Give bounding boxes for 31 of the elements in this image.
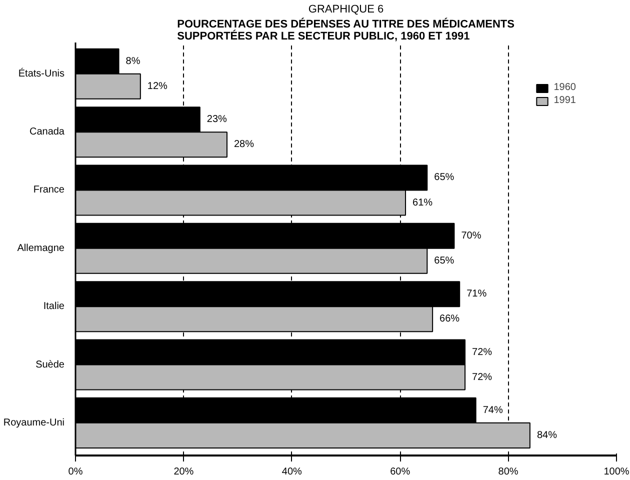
y-tick-label: États-Unis	[18, 67, 64, 80]
data-label: 61%	[412, 197, 433, 208]
data-label: 71%	[466, 288, 487, 300]
y-tick-label: Allemagne	[17, 242, 65, 254]
data-label: 84%	[536, 430, 558, 441]
data-label: 23%	[206, 114, 228, 126]
chart-title: GRAPHIQUE 6	[308, 4, 384, 16]
y-tick-label: Italie	[43, 301, 65, 312]
data-label: 65%	[434, 255, 454, 266]
data-label: 72%	[472, 372, 492, 383]
x-tick-label: 100%	[604, 466, 630, 478]
chart-subtitle: POURCENTAGE DES DÉPENSES AU TITRE DES MÉDICAMENTS SUPPORTÉES PAR LE SECTEUR PUBLIC, 1960 ET 1991	[177, 18, 514, 42]
y-tick-label: Canada	[29, 126, 65, 138]
data-label: 12%	[147, 80, 168, 92]
y-tick-label: France	[33, 184, 65, 196]
y-tick-label: Royaume-Uni	[3, 417, 65, 428]
x-tick-label: 80%	[498, 466, 518, 478]
x-tick-label: 60%	[390, 466, 410, 478]
data-label: 72%	[472, 346, 492, 358]
data-label: 70%	[461, 230, 482, 242]
legend-label: 1960	[554, 82, 576, 93]
data-label: 28%	[234, 139, 254, 150]
x-tick-label: 0%	[68, 466, 83, 478]
data-label: 8%	[126, 56, 140, 67]
y-tick-label: Suède	[36, 359, 65, 370]
x-tick-label: 20%	[174, 466, 194, 478]
legend-label: 1991	[554, 95, 576, 106]
data-label: 66%	[440, 314, 460, 325]
x-tick-label: 40%	[282, 466, 302, 478]
data-label: 65%	[434, 172, 454, 184]
data-label: 74%	[482, 404, 503, 416]
